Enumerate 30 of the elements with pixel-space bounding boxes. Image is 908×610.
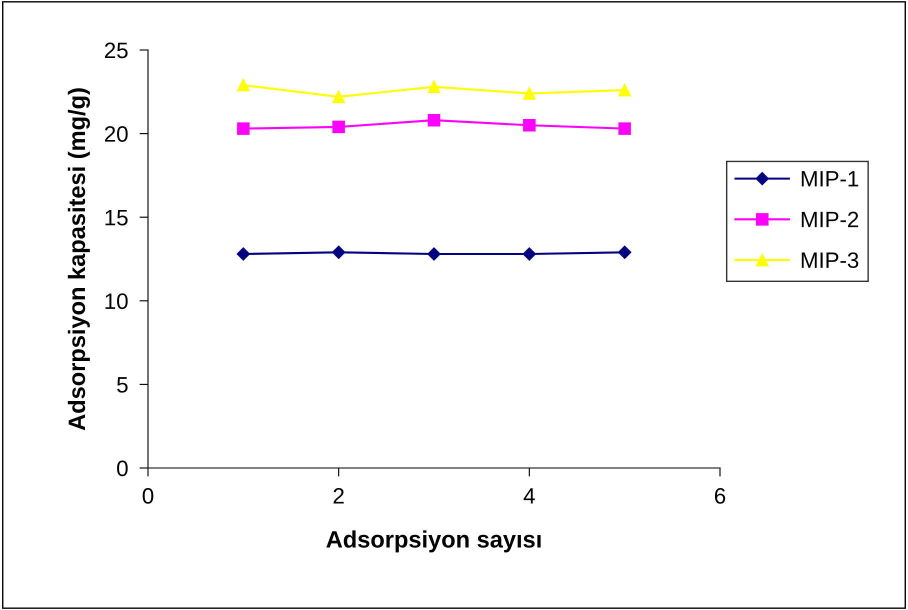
point [523,87,536,100]
point [332,246,346,259]
point [618,84,631,96]
point [618,246,632,259]
point [523,118,536,132]
x-tick-label: 4 [524,488,535,504]
point [428,114,440,126]
y-tick-label: 25 [104,42,128,58]
x-axis-title: Adsorpsiyon sayısı [326,530,541,552]
x-tick-label: 2 [334,488,344,504]
point [522,247,536,261]
point [332,120,345,134]
y-tick-label: 0 [117,460,128,476]
point [427,247,441,261]
y-tick-label: 5 [117,377,128,393]
legend-label: MIP-3 [802,252,858,268]
y-tick-label: 20 [104,126,128,142]
point [618,122,631,135]
legend-label: MIP-2 [802,212,858,228]
x-tick-label: 0 [142,488,154,504]
legend-label: MIP-1 [802,171,858,186]
point [428,80,440,94]
point [332,90,345,104]
x-tick-label: 6 [714,488,726,504]
y-axis-title: Adsorpsiyon kapasitesi (mg/g) [68,88,90,430]
point [237,78,250,92]
y-tick-label: 15 [106,210,128,226]
y-tick-label: 10 [106,293,128,310]
point [236,247,250,261]
point [237,122,250,135]
